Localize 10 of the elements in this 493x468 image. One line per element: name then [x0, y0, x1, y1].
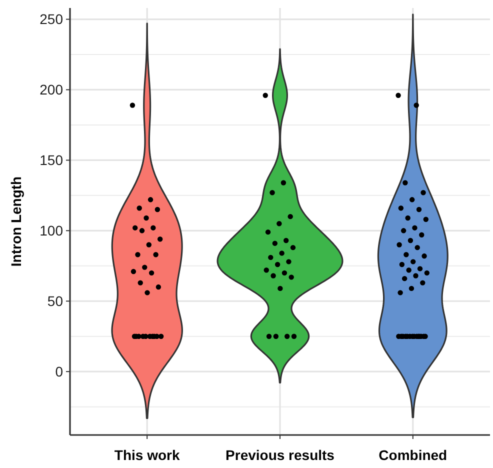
y-tick-label: 50 — [47, 293, 64, 310]
x-tick-label: This work — [114, 447, 180, 463]
x-tick-label: Combined — [378, 447, 448, 463]
y-tick-label: 0 — [55, 363, 64, 380]
y-axis-title: Intron Length — [8, 176, 24, 267]
y-tick-label: 200 — [40, 82, 64, 98]
y-tick-label: 250 — [40, 11, 64, 28]
y-tick-label: 150 — [40, 152, 64, 168]
y-tick-label: 100 — [40, 222, 64, 239]
x-tick-label: Previous results — [226, 447, 335, 463]
